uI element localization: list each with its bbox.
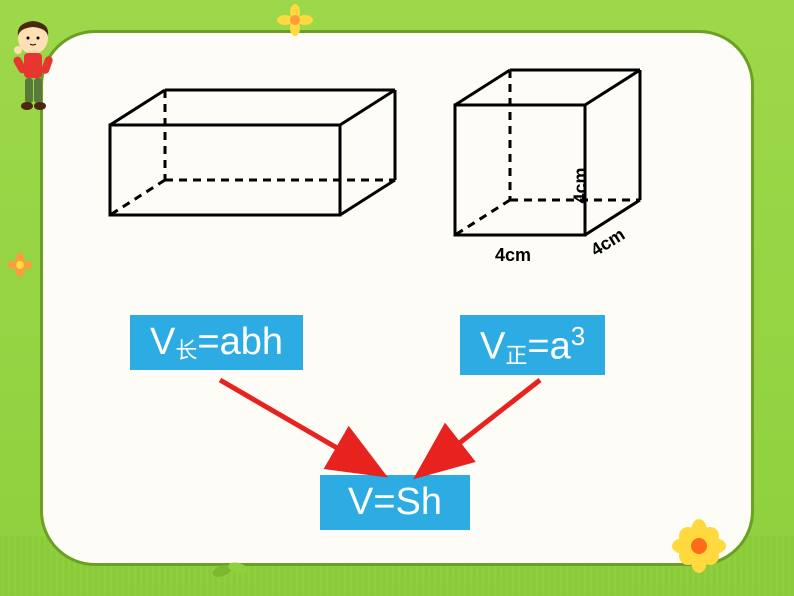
- leaves-bottom-icon: [210, 556, 250, 581]
- outer-frame: 4cm 4cm 4cm V长=abh V正=a3 V=Sh: [0, 0, 794, 596]
- flower-bottom-right-icon: [664, 516, 734, 576]
- cuboid-diagram: [100, 80, 400, 240]
- arrow-left: [210, 370, 410, 490]
- formula-cuboid-sub: 长: [175, 338, 197, 363]
- formula-cuboid: V长=abh: [130, 315, 303, 370]
- arrow-right: [410, 370, 590, 490]
- formula-cube-sub: 正: [505, 343, 527, 368]
- formula-cuboid-v: V: [150, 321, 175, 363]
- flower-left-icon: [5, 250, 35, 280]
- cube-label-height: 4cm: [571, 167, 592, 203]
- formula-cube-eq: =a: [527, 326, 570, 368]
- formula-cube: V正=a3: [460, 315, 605, 375]
- flower-top-icon: [270, 2, 320, 37]
- boy-character-icon: [6, 18, 61, 118]
- formula-cube-sup: 3: [571, 321, 585, 351]
- cube-label-bottom: 4cm: [495, 245, 531, 266]
- formula-cube-v: V: [480, 326, 505, 368]
- formula-cuboid-eq: =abh: [197, 321, 283, 363]
